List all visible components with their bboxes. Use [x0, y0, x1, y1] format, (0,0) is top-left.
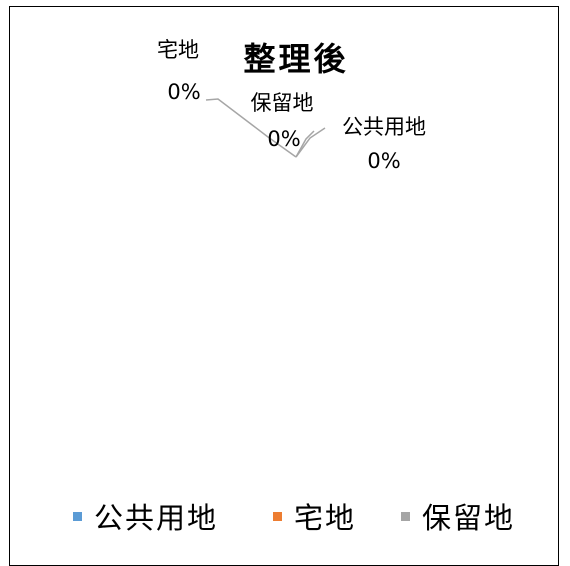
- legend-label-takuchi: 宅地: [294, 501, 356, 535]
- chart-area: [9, 6, 559, 566]
- legend-swatch-kokyo: [73, 512, 82, 521]
- leader-line-horyuchi: [295, 130, 315, 158]
- data-label-value-kokyo: 0%: [367, 149, 400, 173]
- legend-label-kokyo: 公共用地: [94, 501, 218, 535]
- data-label-category-kokyo: 公共用地: [342, 115, 426, 139]
- chart-title: 整理後: [243, 40, 348, 78]
- legend-swatch-horyuchi: [401, 512, 410, 521]
- data-label-category-takuchi: 宅地: [157, 38, 199, 62]
- data-label-value-takuchi: 0%: [167, 80, 200, 104]
- legend-swatch-takuchi: [273, 512, 282, 521]
- data-label-value-horyuchi: 0%: [267, 127, 300, 151]
- data-label-category-horyuchi: 保留地: [251, 91, 314, 115]
- legend: 公共用地 宅地 保留地: [73, 501, 515, 535]
- leader-line-takuchi: [205, 98, 297, 158]
- leader-line-kokyo: [295, 127, 326, 158]
- pie-chart: 整理後 宅地 0% 保留地 0% 公共用地 0% 公共用地 宅地 保留地: [73, 38, 515, 535]
- legend-label-horyuchi: 保留地: [422, 501, 515, 535]
